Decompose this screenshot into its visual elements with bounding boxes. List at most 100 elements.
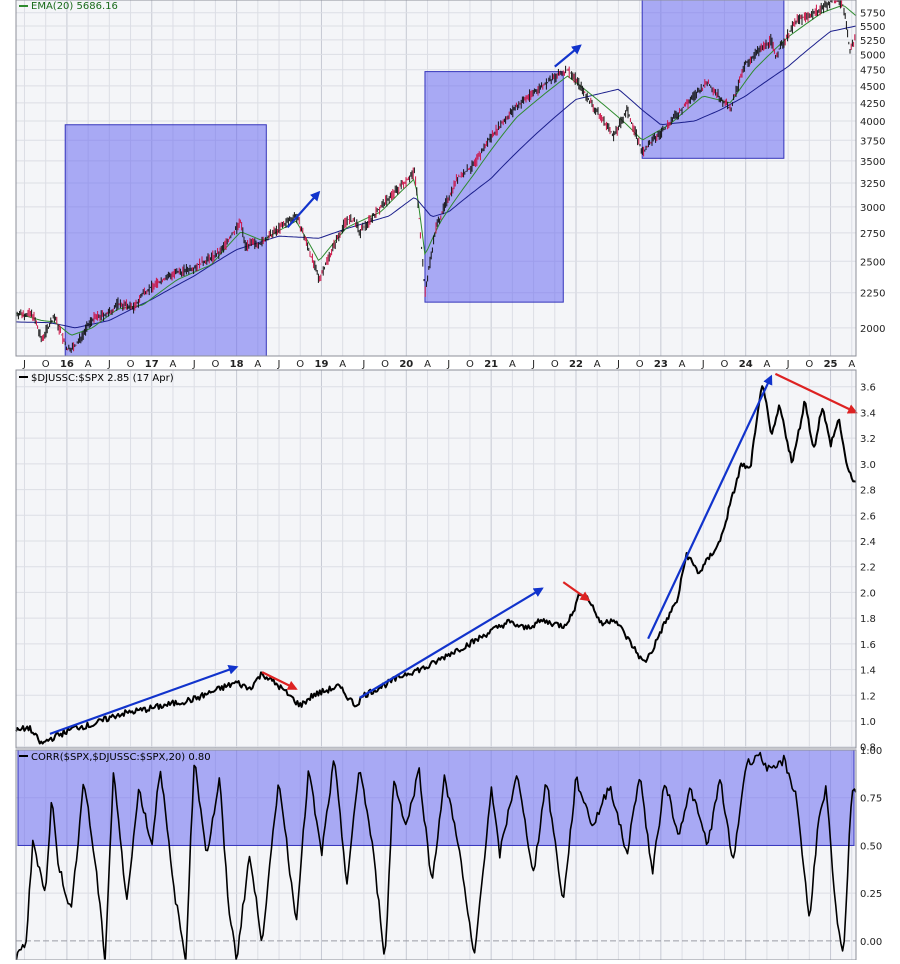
ratio-legend-label: $DJUSSC:$SPX 2.85 (17 Apr) bbox=[31, 373, 174, 384]
ratio-y-tick-label: 2.6 bbox=[860, 511, 876, 522]
ratio-y-tick-label: 2.4 bbox=[860, 537, 876, 548]
corr-y-tick-label: 0.50 bbox=[860, 841, 882, 852]
x-tick-label: O bbox=[636, 359, 644, 370]
x-tick-label: J bbox=[277, 359, 281, 370]
ratio-trend-arrow bbox=[562, 581, 591, 602]
x-tick-label: J bbox=[446, 359, 450, 370]
price-y-tick-label: 4000 bbox=[860, 117, 885, 128]
ratio-trend-arrow bbox=[359, 587, 544, 699]
x-tick-label: O bbox=[296, 359, 304, 370]
price-y-tick-label: 2250 bbox=[860, 289, 885, 300]
x-tick-label: 18 bbox=[230, 359, 244, 370]
price-y-tick-label: 2500 bbox=[860, 257, 885, 268]
price-bars bbox=[15, 0, 856, 353]
price-y-tick-label: 3750 bbox=[860, 136, 885, 147]
x-tick-label: O bbox=[42, 359, 50, 370]
x-tick-label: A bbox=[679, 359, 686, 370]
ratio-line bbox=[15, 385, 857, 745]
x-tick-label: O bbox=[805, 359, 813, 370]
ratio-y-tick-label: 3.0 bbox=[860, 460, 876, 471]
ratio-y-tick-label: 1.8 bbox=[860, 614, 876, 625]
x-tick-label: J bbox=[361, 359, 365, 370]
x-tick-label: J bbox=[22, 359, 26, 370]
x-tick-label: A bbox=[594, 359, 601, 370]
ratio-trend-arrow bbox=[647, 374, 773, 640]
x-tick-label: 19 bbox=[314, 359, 328, 370]
x-tick-label: 25 bbox=[824, 359, 838, 370]
x-tick-label: 22 bbox=[569, 359, 583, 370]
x-tick-label: J bbox=[701, 359, 705, 370]
x-tick-label: J bbox=[192, 359, 196, 370]
price-y-tick-label: 5250 bbox=[860, 36, 885, 47]
corr-y-tick-label: 0.00 bbox=[860, 937, 882, 948]
ratio-y-tick-label: 3.6 bbox=[860, 383, 876, 394]
x-tick-label: A bbox=[254, 359, 261, 370]
x-tick-label: O bbox=[551, 359, 559, 370]
x-tick-label: 17 bbox=[145, 359, 159, 370]
price-y-tick-label: 5750 bbox=[860, 9, 885, 20]
ratio-y-tick-label: 2.2 bbox=[860, 563, 876, 574]
ratio-y-tick-label: 1.4 bbox=[860, 666, 876, 677]
x-tick-label: O bbox=[381, 359, 389, 370]
x-tick-label: 20 bbox=[399, 359, 413, 370]
price-trend-arrow bbox=[286, 190, 321, 229]
ratio-y-tick-label: 1.6 bbox=[860, 640, 876, 651]
price-highlight-box bbox=[64, 124, 267, 357]
x-tick-label: A bbox=[848, 359, 855, 370]
ratio-y-tick-label: 0.8 bbox=[860, 743, 876, 754]
ratio-trend-arrow bbox=[49, 665, 239, 735]
corr-y-tick-label: 0.75 bbox=[860, 794, 882, 805]
ratio-trend-arrow bbox=[261, 671, 298, 690]
ratio-panel-background bbox=[16, 370, 856, 748]
x-tick-label: J bbox=[107, 359, 111, 370]
x-tick-label: A bbox=[509, 359, 516, 370]
x-tick-label: A bbox=[170, 359, 177, 370]
x-tick-label: A bbox=[424, 359, 431, 370]
x-tick-label: O bbox=[127, 359, 135, 370]
corr-legend-label: CORR($SPX,$DJUSSC:$SPX,20) 0.80 bbox=[31, 752, 211, 763]
price-y-tick-label: 2750 bbox=[860, 229, 885, 240]
price-highlight-box bbox=[641, 0, 785, 159]
price-trend-arrow bbox=[554, 44, 582, 68]
price-y-tick-label: 4500 bbox=[860, 82, 885, 93]
x-tick-label: O bbox=[211, 359, 219, 370]
price-highlight-box bbox=[424, 71, 564, 303]
x-tick-label: 23 bbox=[654, 359, 668, 370]
correlation-line bbox=[15, 751, 857, 964]
price-y-tick-label: 5500 bbox=[860, 22, 885, 33]
price-y-tick-label: 3500 bbox=[860, 157, 885, 168]
x-tick-label: 24 bbox=[739, 359, 753, 370]
x-axis-strip bbox=[0, 356, 900, 370]
ratio-panel-border bbox=[15, 369, 857, 749]
price-y-tick-label: 2000 bbox=[860, 324, 885, 335]
price-long-ema-line bbox=[15, 25, 857, 329]
x-tick-label: O bbox=[466, 359, 474, 370]
ratio-y-tick-label: 3.4 bbox=[860, 408, 876, 419]
corr-y-tick-label: 0.25 bbox=[860, 889, 882, 900]
price-legend-label: EMA(20) 5686.16 bbox=[31, 1, 118, 12]
ratio-y-tick-label: 1.2 bbox=[860, 691, 876, 702]
ratio-y-tick-label: 2.0 bbox=[860, 588, 876, 599]
ratio-y-tick-label: 2.8 bbox=[860, 486, 876, 497]
price-panel-border bbox=[15, 0, 857, 357]
price-y-tick-label: 5000 bbox=[860, 50, 885, 61]
x-tick-label: 16 bbox=[60, 359, 74, 370]
price-y-tick-label: 4250 bbox=[860, 99, 885, 110]
ratio-y-tick-label: 3.2 bbox=[860, 434, 876, 445]
x-tick-label: A bbox=[339, 359, 346, 370]
price-y-tick-label: 3250 bbox=[860, 179, 885, 190]
x-tick-label: A bbox=[85, 359, 92, 370]
x-tick-label: 21 bbox=[484, 359, 498, 370]
x-tick-label: J bbox=[616, 359, 620, 370]
price-y-tick-label: 4750 bbox=[860, 66, 885, 77]
corr-y-tick-label: 1.00 bbox=[860, 746, 882, 757]
price-y-tick-label: 3000 bbox=[860, 203, 885, 214]
ratio-trend-arrow bbox=[774, 372, 858, 414]
x-tick-label: J bbox=[531, 359, 535, 370]
x-tick-label: J bbox=[786, 359, 790, 370]
ratio-y-tick-label: 1.0 bbox=[860, 717, 876, 728]
x-tick-label: A bbox=[763, 359, 770, 370]
x-tick-label: O bbox=[721, 359, 729, 370]
